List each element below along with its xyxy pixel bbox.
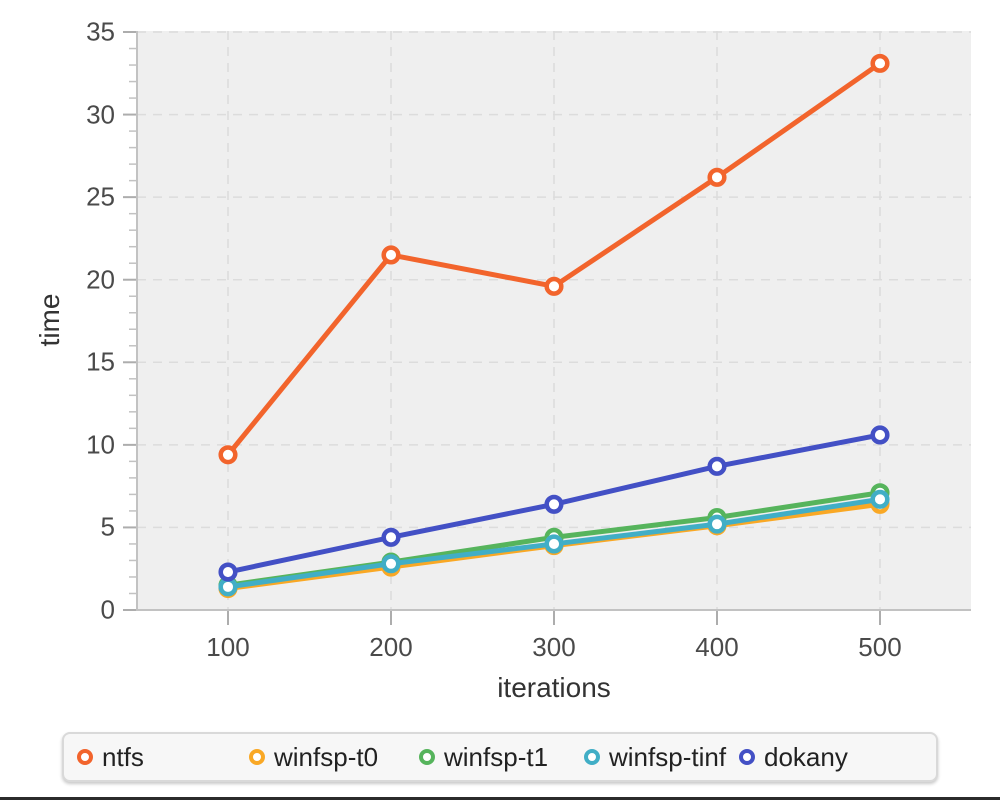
- y-tick-label-10: 10: [86, 429, 115, 460]
- legend-marker-icon-dokany: [739, 749, 755, 765]
- legend-item-winfsp-tinf[interactable]: winfsp-tinf: [584, 744, 726, 770]
- y-tick-label-20: 20: [86, 264, 115, 295]
- window-bottom-edge: [0, 797, 1000, 800]
- x-axis-title: iterations: [497, 672, 611, 703]
- marker-dokany-300: [544, 494, 564, 514]
- legend-marker-icon-winfsp-t0: [249, 749, 265, 765]
- legend-item-winfsp-t1[interactable]: winfsp-t1: [419, 744, 548, 770]
- marker-winfsp-tinf-200: [381, 554, 401, 574]
- y-axis-title: time: [34, 293, 65, 347]
- legend-item-dokany[interactable]: dokany: [739, 744, 848, 770]
- marker-dokany-200: [381, 527, 401, 547]
- marker-winfsp-tinf-100: [218, 577, 238, 597]
- marker-ntfs-400: [707, 167, 727, 187]
- legend-label-winfsp-tinf: winfsp-tinf: [609, 742, 727, 772]
- y-tick-label-15: 15: [86, 346, 115, 377]
- legend-marker-icon-ntfs: [77, 749, 93, 765]
- legend-label-winfsp-t1: winfsp-t1: [444, 742, 549, 772]
- marker-dokany-400: [707, 456, 727, 476]
- legend-item-winfsp-t0[interactable]: winfsp-t0: [249, 744, 378, 770]
- x-tick-label-200: 200: [369, 632, 413, 662]
- legend-marker-icon-winfsp-t1: [419, 749, 435, 765]
- legend-label-dokany: dokany: [764, 742, 848, 772]
- marker-winfsp-tinf-400: [707, 514, 727, 534]
- marker-ntfs-500: [870, 53, 890, 73]
- x-tick-label-500: 500: [858, 632, 902, 662]
- marker-ntfs-300: [544, 276, 564, 296]
- x-tick-label-400: 400: [695, 632, 739, 662]
- legend: ntfs winfsp-t0 winfsp-t1 winfsp-tinf dokany: [62, 732, 938, 782]
- legend-marker-icon-winfsp-tinf: [584, 749, 600, 765]
- marker-winfsp-tinf-500: [870, 489, 890, 509]
- marker-dokany-100: [218, 562, 238, 582]
- marker-dokany-500: [870, 425, 890, 445]
- marker-ntfs-200: [381, 245, 401, 265]
- y-tick-label-5: 5: [100, 511, 115, 542]
- y-tick-label-0: 0: [100, 594, 115, 625]
- legend-item-ntfs[interactable]: ntfs: [77, 744, 144, 770]
- x-tick-label-100: 100: [206, 632, 250, 662]
- legend-label-ntfs: ntfs: [102, 742, 144, 772]
- y-tick-label-25: 25: [86, 181, 115, 212]
- legend-label-winfsp-t0: winfsp-t0: [274, 742, 379, 772]
- marker-ntfs-100: [218, 445, 238, 465]
- x-tick-label-300: 300: [532, 632, 576, 662]
- y-tick-label-35: 35: [86, 16, 115, 47]
- marker-winfsp-tinf-300: [544, 534, 564, 554]
- y-tick-label-30: 30: [86, 99, 115, 130]
